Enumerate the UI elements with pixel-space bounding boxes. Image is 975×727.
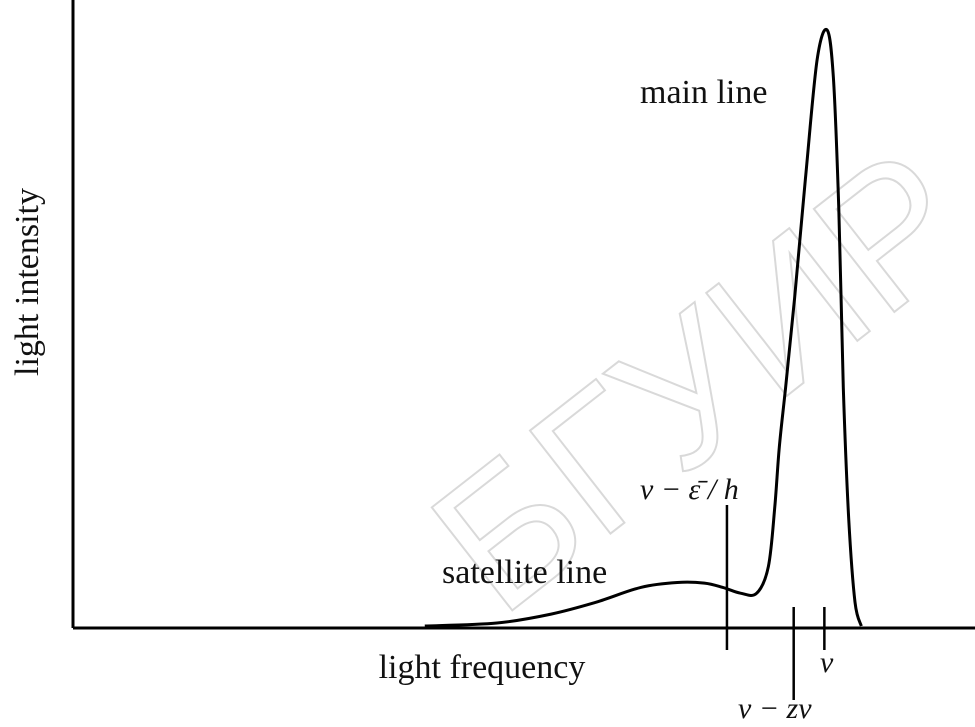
nu-minus-epsilon-over-h-label: ν − ε̄ / h — [640, 473, 739, 506]
satellite-line-annotation: satellite line — [442, 554, 607, 591]
spectrum-series-line — [424, 27, 863, 628]
y-axis-label: light intensity — [9, 188, 46, 376]
x-axis-label: light frequency — [379, 649, 586, 686]
main-line-annotation: main line — [640, 74, 767, 111]
nu-label: ν — [820, 646, 834, 679]
nu-minus-z-nu-label: ν − zν — [738, 692, 812, 725]
